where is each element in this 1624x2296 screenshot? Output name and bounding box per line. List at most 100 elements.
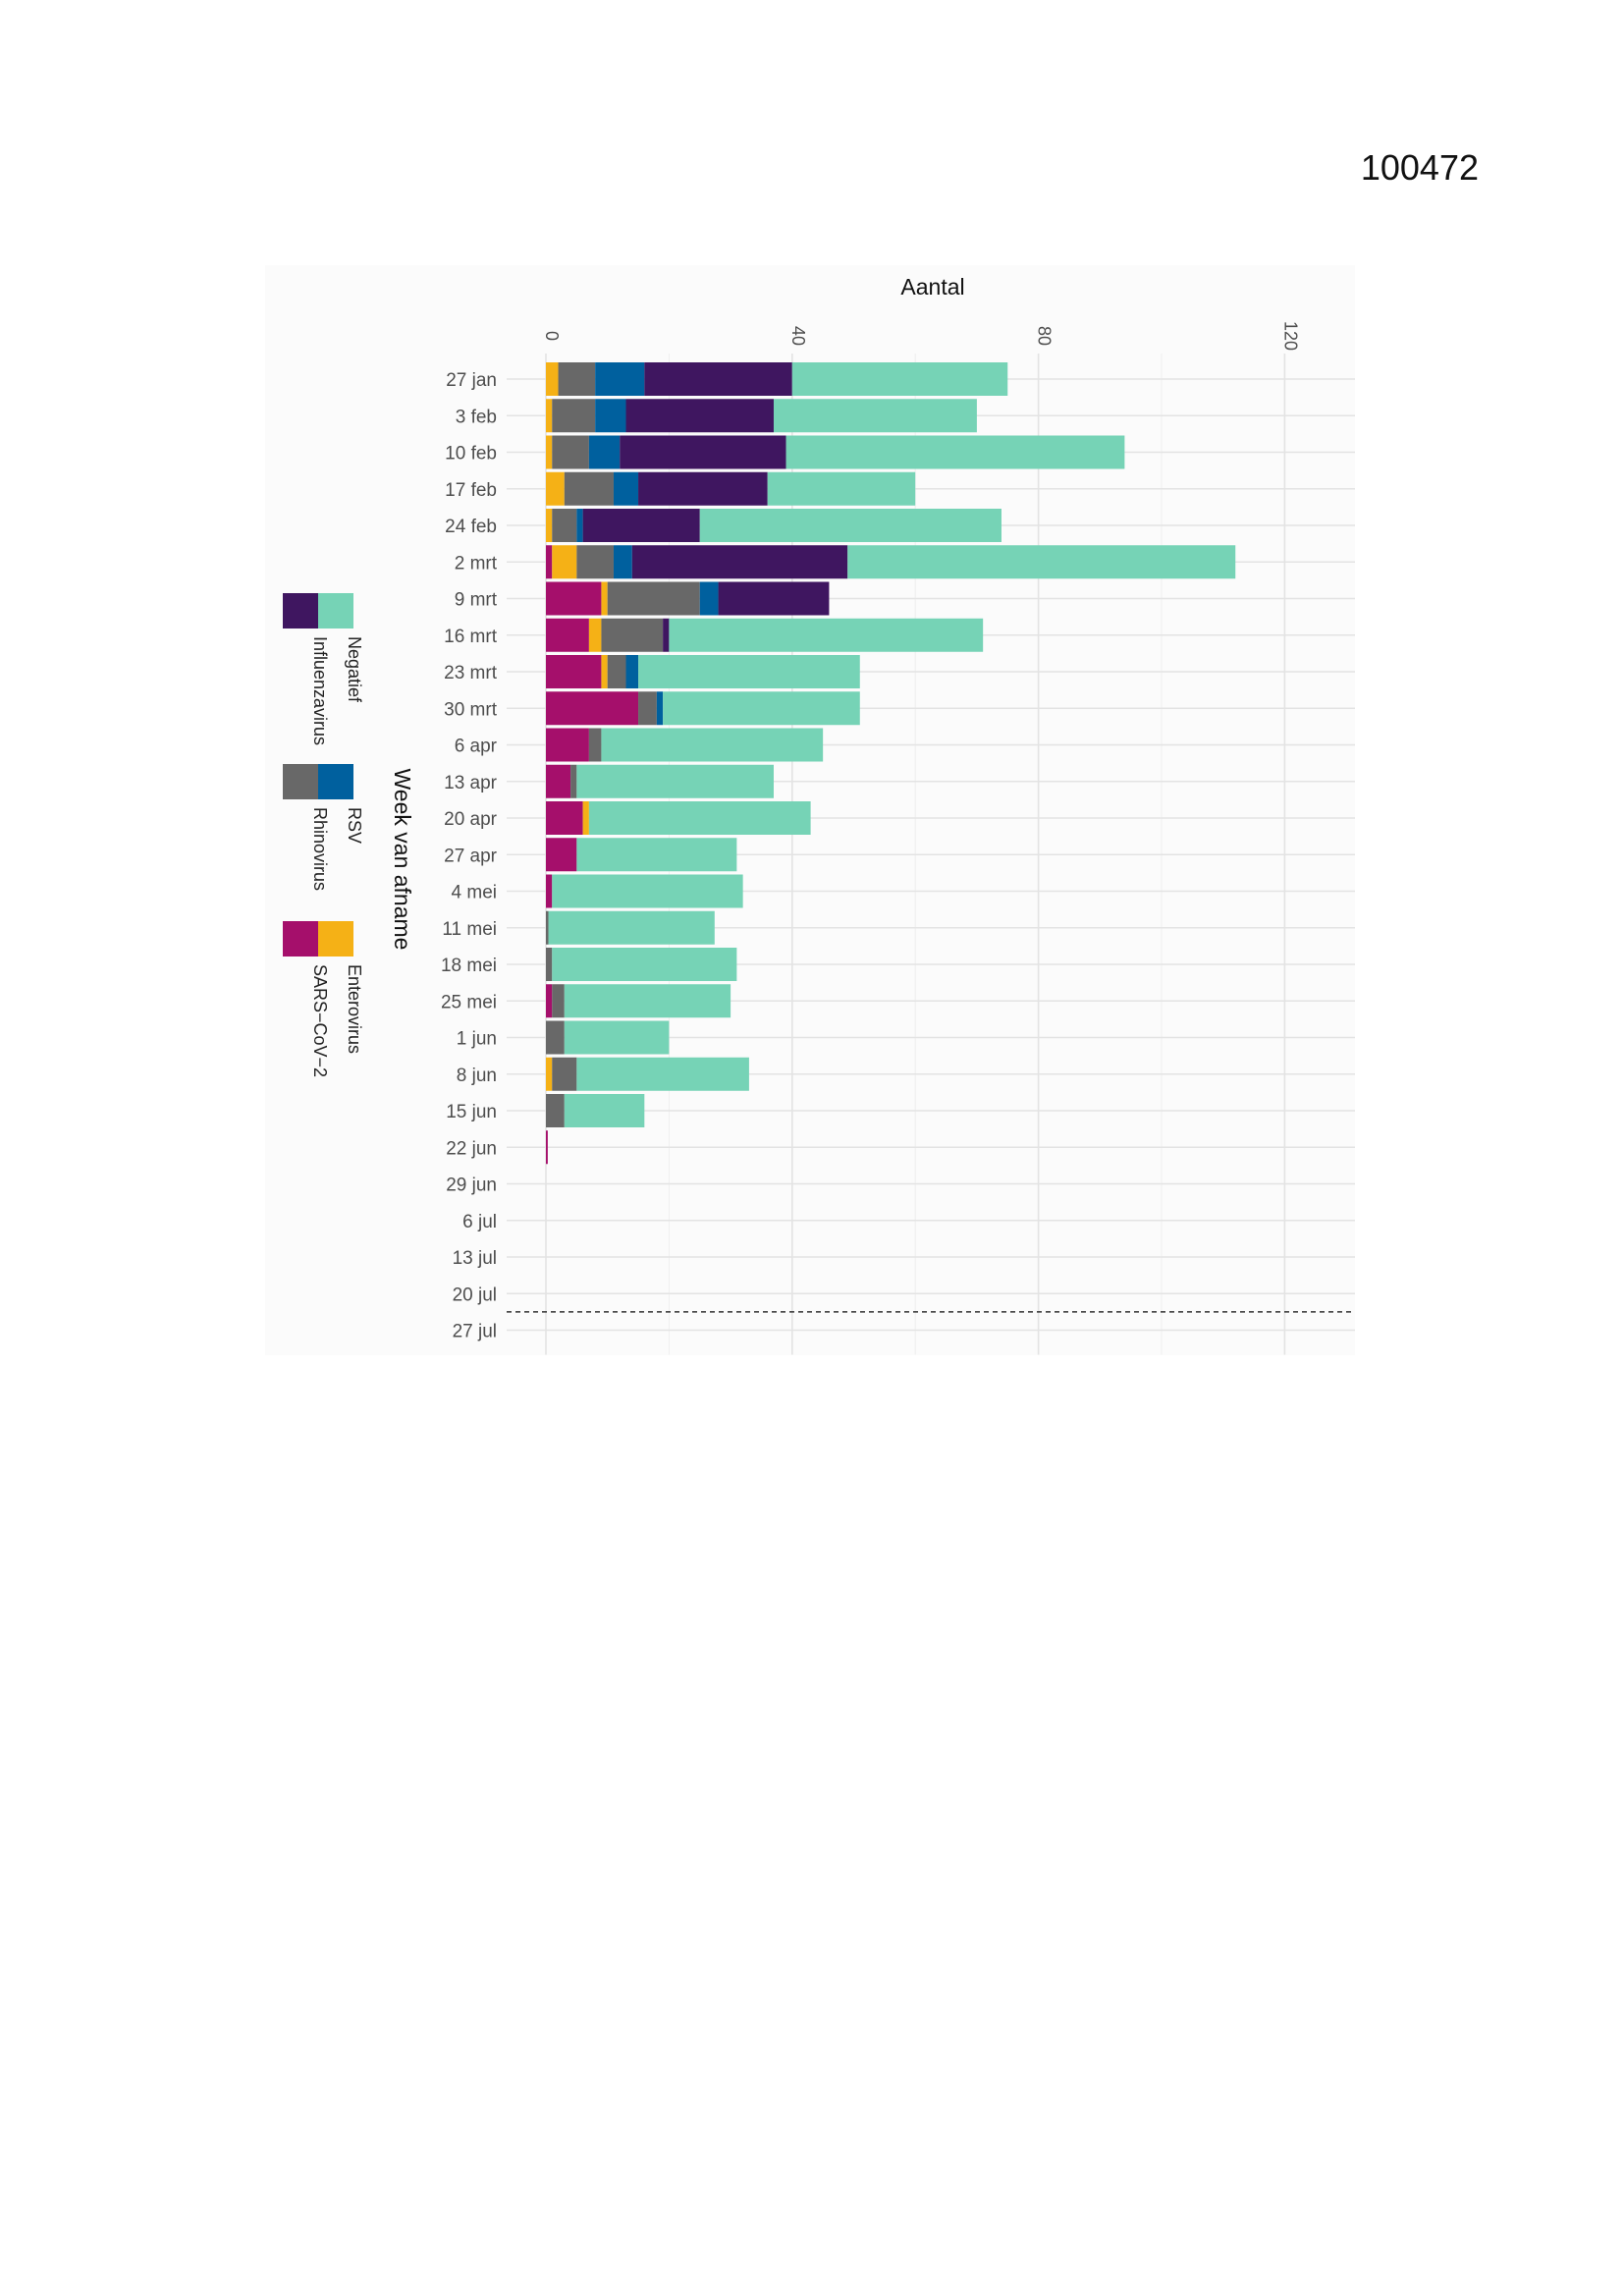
chart: 27 jan 3 feb 10 feb 17 feb 24 feb 2 mrt 9 mrt 1… [283,274,1355,1355]
bar-negatief-24-feb [699,509,1001,542]
y-tick-label: 10 feb [445,444,497,465]
bar-negatief-10-feb [785,435,1125,469]
bar-influenzavirus-2-mrt [631,545,848,579]
bar-sars-cov-2-9-mrt [546,581,602,616]
bar-rhinovirus-9-mrt [607,581,700,616]
bar-rhinovirus-18-mei [546,948,553,981]
bar-rsv-24-feb [576,509,583,542]
legend-label: SARS−CoV−2 [310,964,330,1077]
y-tick-label: 27 jul [453,1322,497,1342]
bar-negatief-27-jan [791,362,1008,396]
bar-negatief-3-feb [773,399,977,433]
legend-label: RSV [345,807,364,844]
bar-rhinovirus-30-mrt [638,691,657,726]
y-tick-label: 6 apr [455,737,498,757]
x-tick-label: 80 [1035,326,1055,346]
bar-negatief-20-apr [588,801,811,835]
bar-rsv-23-mrt [625,655,639,688]
y-tick-label: 27 jan [446,370,497,391]
bar-rhinovirus-6-apr [588,728,602,762]
bar-enterovirus-24-feb [546,509,553,542]
bar-negatief-1-jun [564,1020,670,1055]
y-tick-label: 13 jul [453,1248,497,1269]
bar-sars-cov-2-13-apr [546,764,571,798]
y-tick-label: 24 feb [445,517,497,537]
bar-influenzavirus-9-mrt [718,581,830,616]
bar-influenzavirus-27-jan [644,362,792,396]
y-tick-label: 15 jun [446,1102,497,1122]
y-tick-label: 16 mrt [444,627,498,647]
y-tick-label: 25 mei [441,992,497,1012]
bar-rhinovirus-11-mei [546,910,549,945]
bar-sars-cov-2-16-mrt [546,618,589,652]
y-tick-label: 1 jun [457,1029,497,1050]
bar-rhinovirus-13-apr [570,764,577,798]
bar-rhinovirus-25-mei [552,984,565,1018]
bar-negatief-23-mrt [638,655,860,688]
x-axis-title: Aantal [900,274,964,300]
bar-sars-cov-2-30-mrt [546,691,639,726]
bar-rhinovirus-27-jan [558,362,596,396]
y-tick-label: 3 feb [456,407,497,427]
bar-influenzavirus-3-feb [625,399,774,433]
bar-negatief-4-mei [552,874,743,908]
bar-negatief-25-mei [564,984,731,1018]
y-tick-label: 6 jul [462,1212,497,1232]
x-tick-label: 0 [542,331,562,341]
bar-enterovirus-20-apr [582,801,589,835]
bar-negatief-27-apr [576,838,737,872]
bar-enterovirus-10-feb [546,435,553,469]
x-tick-label: 40 [788,326,808,346]
bar-rhinovirus-10-feb [552,435,589,469]
bar-negatief-8-jun [576,1057,749,1091]
y-tick-label: 29 jun [446,1175,497,1196]
bar-negatief-13-apr [576,764,774,798]
legend-swatch-sars-cov-2 [283,921,318,957]
bar-enterovirus-17-feb [546,471,565,506]
legend-swatch-rhinovirus [283,764,318,799]
y-tick-label: 20 apr [444,809,498,830]
bar-negatief-15-jun [564,1094,645,1127]
bar-influenzavirus-10-feb [620,435,786,469]
y-tick-label: 23 mrt [444,663,498,683]
bar-sars-cov-2-25-mei [546,984,553,1018]
bar-rhinovirus-2-mrt [576,545,614,579]
bar-rsv-2-mrt [613,545,632,579]
bar-rhinovirus-24-feb [552,509,577,542]
bar-negatief-2-mrt [847,545,1236,579]
y-tick-label: 8 jun [457,1066,497,1086]
y-tick-label: 30 mrt [444,699,498,720]
y-tick-label: 13 apr [444,773,498,793]
bar-sars-cov-2-23-mrt [546,655,602,688]
bar-enterovirus-9-mrt [601,581,608,616]
legend-label: Rhinovirus [310,807,330,891]
bar-enterovirus-8-jun [546,1057,553,1091]
y-tick-label: 11 mei [442,919,497,940]
legend-label: Influenzavirus [310,636,330,745]
bar-rsv-30-mrt [656,691,664,726]
bar-rhinovirus-17-feb [564,471,614,506]
bar-rsv-9-mrt [699,581,719,616]
bar-rsv-3-feb [595,399,626,433]
bar-negatief-17-feb [767,471,916,506]
legend-swatch-enterovirus [318,921,353,957]
bar-rhinovirus-8-jun [552,1057,577,1091]
legend-swatch-influenzavirus [283,593,318,629]
bar-negatief-16-mrt [669,618,984,652]
bar-rsv-27-jan [595,362,645,396]
bar-sars-cov-2-20-apr [546,801,583,835]
legend-label: Negatief [345,636,364,703]
legend-label: Enterovirus [345,964,364,1054]
bar-negatief-18-mei [552,948,737,981]
y-tick-label: 4 mei [452,883,497,903]
legend-swatch-negatief [318,593,353,629]
bar-enterovirus-27-jan [546,362,559,396]
y-axis-title: Week van afname [390,769,415,951]
y-tick-label: 18 mei [441,956,497,976]
page-number: 100472 [1360,147,1479,188]
bar-negatief-11-mei [548,910,715,945]
bar-rsv-17-feb [613,471,639,506]
bar-sars-cov-2-4-mei [546,874,553,908]
bar-sars-cov-2-27-apr [546,838,577,872]
bar-sars-cov-2-22-jun [546,1130,548,1165]
